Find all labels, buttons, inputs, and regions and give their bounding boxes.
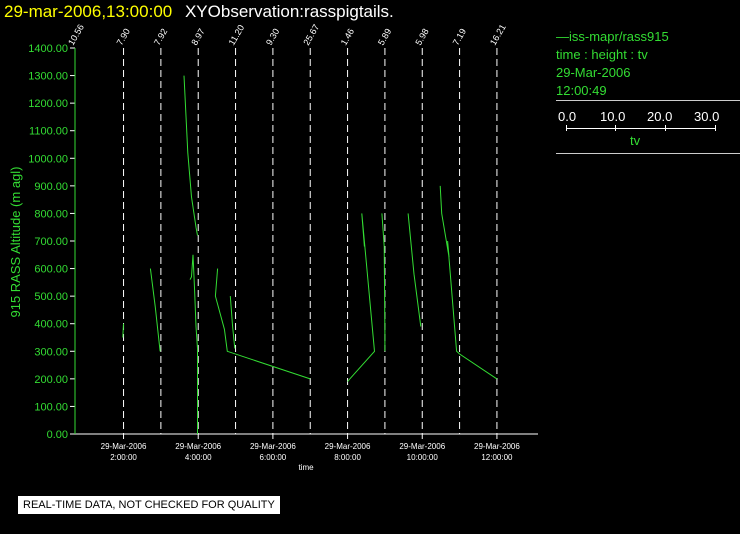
reference-line-label: 25.67 bbox=[301, 22, 321, 47]
y-tick-label: 700.00 bbox=[34, 236, 68, 248]
y-tick-label: 600.00 bbox=[34, 264, 68, 276]
vertical-reference-lines: 10.56 7.90 7.92 8.97 11.20 9.30 25.67 1.46 5.89 5… bbox=[66, 22, 508, 434]
plot-title: XYObservation:rasspigtails. bbox=[184, 2, 394, 21]
color-scale: 0.0 10.0 20.0 30.0 tv bbox=[556, 109, 740, 153]
scale-tick bbox=[715, 125, 716, 131]
x-tick-time: 8:00:00 bbox=[334, 453, 361, 462]
profile-line bbox=[229, 296, 236, 349]
reference-line-label: 5.98 bbox=[413, 27, 430, 47]
legend-swatch: — bbox=[556, 29, 569, 44]
y-axis-label: 915 RASS Altitude (m agl) bbox=[8, 166, 23, 317]
x-tick-date: 29-Mar-2006 bbox=[101, 442, 147, 451]
scale-name: tv bbox=[630, 133, 641, 148]
x-tick-date: 29-Mar-2006 bbox=[399, 442, 445, 451]
y-tick-label: 800.00 bbox=[34, 208, 68, 220]
reference-line-label: 11.20 bbox=[227, 23, 247, 47]
x-tick-date: 29-Mar-2006 bbox=[325, 442, 371, 451]
y-tick-label: 1200.00 bbox=[28, 98, 68, 110]
axes: 29-Mar-2006 2:00:00 29-Mar-2006 4:00:00 29-M… bbox=[28, 43, 538, 462]
scale-tick bbox=[566, 125, 567, 131]
x-axis-label: time bbox=[298, 463, 314, 472]
legend-series-label: iss-mapr/rass915 bbox=[569, 29, 669, 44]
profile-line bbox=[381, 213, 386, 352]
data-series bbox=[74, 48, 498, 434]
reference-line-label: 16.21 bbox=[488, 22, 508, 47]
reference-line-label: 5.89 bbox=[376, 27, 393, 47]
scale-tick-label: 10.0 bbox=[600, 109, 626, 124]
legend-divider bbox=[556, 153, 740, 154]
legend-time: 12:00:49 bbox=[556, 83, 607, 98]
reference-line-label: 8.97 bbox=[189, 27, 206, 47]
profile-line bbox=[407, 213, 422, 327]
scale-tick-label: 0.0 bbox=[558, 109, 577, 124]
legend-panel: —iss-mapr/rass915 time : height : tv 29-… bbox=[556, 28, 740, 154]
y-tick-label: 100.00 bbox=[34, 401, 68, 413]
profile-line bbox=[122, 323, 124, 338]
y-tick-label: 1400.00 bbox=[28, 43, 68, 55]
scale-tick bbox=[665, 125, 666, 131]
scale-tick-label: 30.0 bbox=[694, 109, 720, 124]
x-tick-time: 4:00:00 bbox=[185, 453, 212, 462]
profile-line bbox=[183, 75, 198, 236]
y-tick-label: 200.00 bbox=[34, 374, 68, 386]
scale-axis bbox=[566, 128, 716, 129]
x-tick-time: 10:00:00 bbox=[407, 453, 439, 462]
y-tick-label: 500.00 bbox=[34, 291, 68, 303]
reference-line-label: 1.46 bbox=[339, 27, 356, 47]
y-tick-label: 1300.00 bbox=[28, 71, 68, 83]
reference-line-label: 7.90 bbox=[115, 27, 132, 47]
profile-line bbox=[347, 213, 376, 382]
legend-series: —iss-mapr/rass915 bbox=[556, 28, 740, 46]
scale-tick bbox=[615, 125, 616, 131]
x-tick-date: 29-Mar-2006 bbox=[175, 442, 221, 451]
reference-line-label: 10.56 bbox=[66, 22, 86, 47]
x-tick-time: 6:00:00 bbox=[260, 453, 287, 462]
profile-line bbox=[149, 268, 161, 352]
y-tick-label: 1100.00 bbox=[29, 126, 68, 138]
quality-notice: REAL-TIME DATA, NOT CHECKED FOR QUALITY bbox=[18, 496, 280, 514]
profile-line bbox=[439, 185, 498, 380]
y-tick-label: 300.00 bbox=[34, 346, 68, 358]
scale-tick-label: 20.0 bbox=[647, 109, 673, 124]
timestamp: 29-mar-2006,13:00:00 bbox=[4, 2, 173, 21]
reference-line-label: 7.92 bbox=[152, 27, 169, 47]
reference-line-label: 7.19 bbox=[451, 27, 468, 47]
x-tick-date: 29-Mar-2006 bbox=[474, 442, 520, 451]
legend-vars: time : height : tv bbox=[556, 47, 648, 62]
x-tick-time: 2:00:00 bbox=[110, 453, 137, 462]
legend-divider bbox=[556, 100, 740, 101]
x-tick-date: 29-Mar-2006 bbox=[250, 442, 296, 451]
reference-line-label: 9.30 bbox=[264, 27, 281, 47]
y-tick-label: 400.00 bbox=[34, 319, 68, 331]
legend-date: 29-Mar-2006 bbox=[556, 65, 631, 80]
y-tick-label: 1000.00 bbox=[28, 153, 68, 165]
y-tick-label: 900.00 bbox=[34, 181, 68, 193]
x-tick-time: 12:00:00 bbox=[481, 453, 513, 462]
y-tick-label: 0.00 bbox=[47, 429, 68, 441]
profile-line bbox=[214, 268, 311, 380]
chart-header: 29-mar-2006,13:00:00 XYObservation:rassp… bbox=[4, 2, 394, 22]
profile-line bbox=[189, 254, 198, 434]
